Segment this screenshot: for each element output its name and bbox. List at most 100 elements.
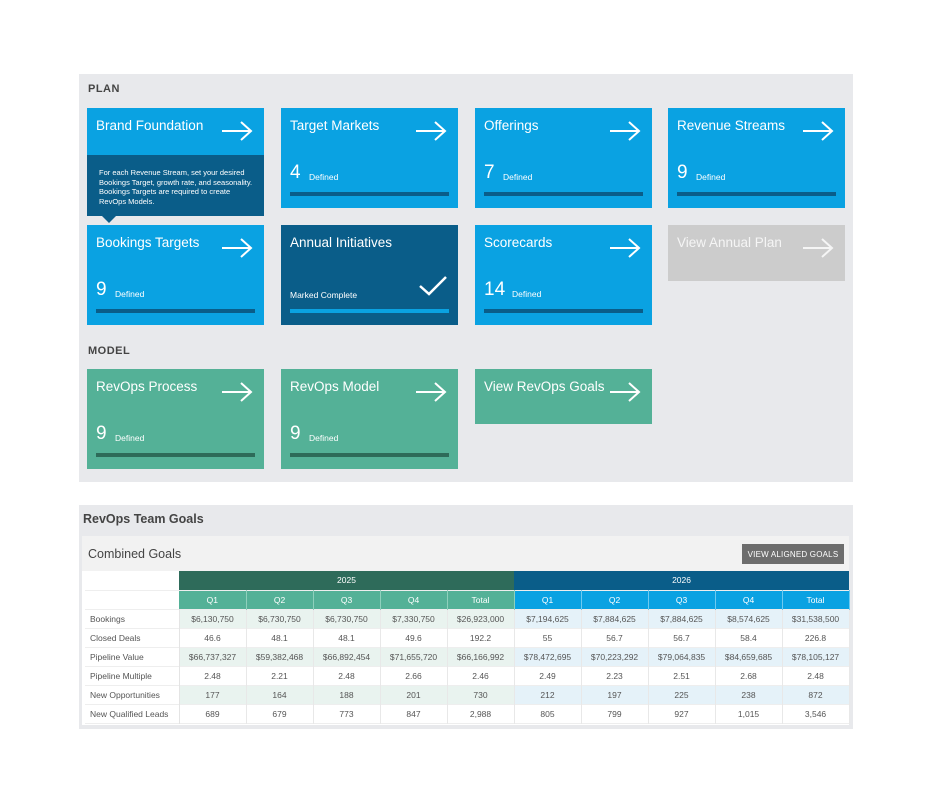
tile-count: 14	[484, 279, 506, 300]
table-cell: 2,988	[447, 704, 515, 723]
combined-goals-card: Combined Goals VIEW ALIGNED GOALS 2025 2…	[82, 536, 850, 725]
table-cell: $7,194,625	[514, 609, 582, 628]
table-cell: $6,130,750	[179, 609, 247, 628]
tile-progress-bar	[290, 309, 449, 313]
tile-annual-initiatives[interactable]: Annual Initiatives Marked Complete	[281, 225, 458, 325]
table-cell: 46.6	[179, 628, 247, 647]
tile-revenue-streams[interactable]: Revenue Streams 9 Defined	[668, 108, 845, 208]
tile-count-label: Defined	[309, 172, 339, 182]
tile-status-label: Marked Complete	[290, 290, 358, 300]
tile-progress-bar	[290, 192, 449, 196]
tile-title: Bookings Targets	[96, 235, 200, 250]
tile-title: Offerings	[484, 118, 539, 133]
table-cell: 226.8	[782, 628, 850, 647]
tile-brand-foundation[interactable]: Brand Foundation For each Revenue Stream…	[87, 108, 264, 216]
year-header-2025: 2025	[179, 571, 515, 590]
quarter-header: Total	[782, 590, 850, 609]
table-cell: $31,538,500	[782, 609, 850, 628]
tile-title: Brand Foundation	[96, 118, 204, 133]
table-corner	[85, 571, 179, 590]
arrow-right-icon	[608, 120, 642, 142]
goals-table: 2025 2026 Q1 Q2 Q3 Q4 Total Q1 Q2 Q3 Q4 …	[85, 571, 850, 724]
table-cell: 48.1	[246, 628, 314, 647]
table-cell: 872	[782, 685, 850, 704]
tile-bookings-targets[interactable]: Bookings Targets 9 Defined	[87, 225, 264, 325]
tile-offerings[interactable]: Offerings 7 Defined	[475, 108, 652, 208]
arrow-right-icon	[220, 237, 254, 259]
table-cell: 56.7	[581, 628, 649, 647]
tile-count: 9	[96, 279, 107, 300]
plan-section-title: PLAN	[88, 83, 120, 95]
arrow-right-icon	[801, 237, 835, 259]
quarter-header: Q1	[514, 590, 582, 609]
arrow-right-icon	[608, 237, 642, 259]
table-cell: 56.7	[648, 628, 716, 647]
table-cell: $78,472,695	[514, 647, 582, 666]
tile-title: Target Markets	[290, 118, 380, 133]
table-row: New Opportunities 177 164 188 201 730 212 197 22…	[85, 685, 850, 704]
arrow-right-icon	[414, 381, 448, 403]
table-cell: 225	[648, 685, 716, 704]
quarter-header: Q3	[313, 590, 381, 609]
tile-title: Annual Initiatives	[290, 235, 393, 250]
table-cell: $26,923,000	[447, 609, 515, 628]
table-cell: $7,884,625	[648, 609, 716, 628]
tile-progress-bar	[290, 453, 449, 457]
tile-count: 9	[677, 162, 688, 183]
tile-target-markets[interactable]: Target Markets 4 Defined	[281, 108, 458, 208]
year-header-2026: 2026	[514, 571, 850, 590]
table-cell: $79,064,835	[648, 647, 716, 666]
tile-revops-model[interactable]: RevOps Model 9 Defined	[281, 369, 458, 469]
tile-title: RevOps Process	[96, 379, 198, 394]
quarter-header: Q2	[581, 590, 649, 609]
table-cell: 799	[581, 704, 649, 723]
table-cell: 2.23	[581, 666, 649, 685]
tile-view-revops-goals[interactable]: View RevOps Goals	[475, 369, 652, 424]
table-cell: $6,730,750	[246, 609, 314, 628]
tile-progress-bar	[96, 453, 255, 457]
tile-scorecards[interactable]: Scorecards 14 Defined	[475, 225, 652, 325]
tile-count-label: Defined	[696, 172, 726, 182]
row-label: Closed Deals	[85, 628, 180, 647]
table-cell: 773	[313, 704, 381, 723]
tile-count-label: Defined	[503, 172, 533, 182]
arrow-right-icon	[414, 120, 448, 142]
table-cell: $66,892,454	[313, 647, 381, 666]
tile-revops-process[interactable]: RevOps Process 9 Defined	[87, 369, 264, 469]
table-cell: 730	[447, 685, 515, 704]
table-cell: 238	[715, 685, 783, 704]
table-cell: 49.6	[380, 628, 448, 647]
tile-view-annual-plan[interactable]: View Annual Plan	[668, 225, 845, 281]
row-label: Bookings	[85, 609, 180, 628]
table-cell: 48.1	[313, 628, 381, 647]
table-cell: $66,737,327	[179, 647, 247, 666]
table-cell: $71,655,720	[380, 647, 448, 666]
tile-count: 9	[290, 423, 301, 444]
view-aligned-goals-button[interactable]: VIEW ALIGNED GOALS	[742, 544, 844, 564]
table-cell: 805	[514, 704, 582, 723]
table-cell: 3,546	[782, 704, 850, 723]
tile-count: 9	[96, 423, 107, 444]
tile-count-label: Defined	[512, 289, 542, 299]
table-cell: $70,223,292	[581, 647, 649, 666]
table-cell: $7,884,625	[581, 609, 649, 628]
table-cell: 1,015	[715, 704, 783, 723]
quarter-header: Q4	[715, 590, 783, 609]
table-cell: 188	[313, 685, 381, 704]
tile-title: Revenue Streams	[677, 118, 786, 133]
arrow-right-icon	[608, 381, 642, 403]
plan-model-panel: PLAN Brand Foundation For each Revenue S…	[79, 74, 853, 482]
tile-title: RevOps Model	[290, 379, 380, 394]
table-cell: $84,659,685	[715, 647, 783, 666]
tile-count: 7	[484, 162, 495, 183]
row-label: Pipeline Value	[85, 647, 180, 666]
tile-progress-bar	[96, 309, 255, 313]
table-cell: 58.4	[715, 628, 783, 647]
table-cell: $8,574,625	[715, 609, 783, 628]
table-cell: 197	[581, 685, 649, 704]
table-cell: 2.68	[715, 666, 783, 685]
row-label: Pipeline Multiple	[85, 666, 180, 685]
table-cell: 2.51	[648, 666, 716, 685]
revops-team-goals-panel: RevOps Team Goals Combined Goals VIEW AL…	[79, 505, 853, 729]
model-section-title: MODEL	[88, 345, 131, 357]
